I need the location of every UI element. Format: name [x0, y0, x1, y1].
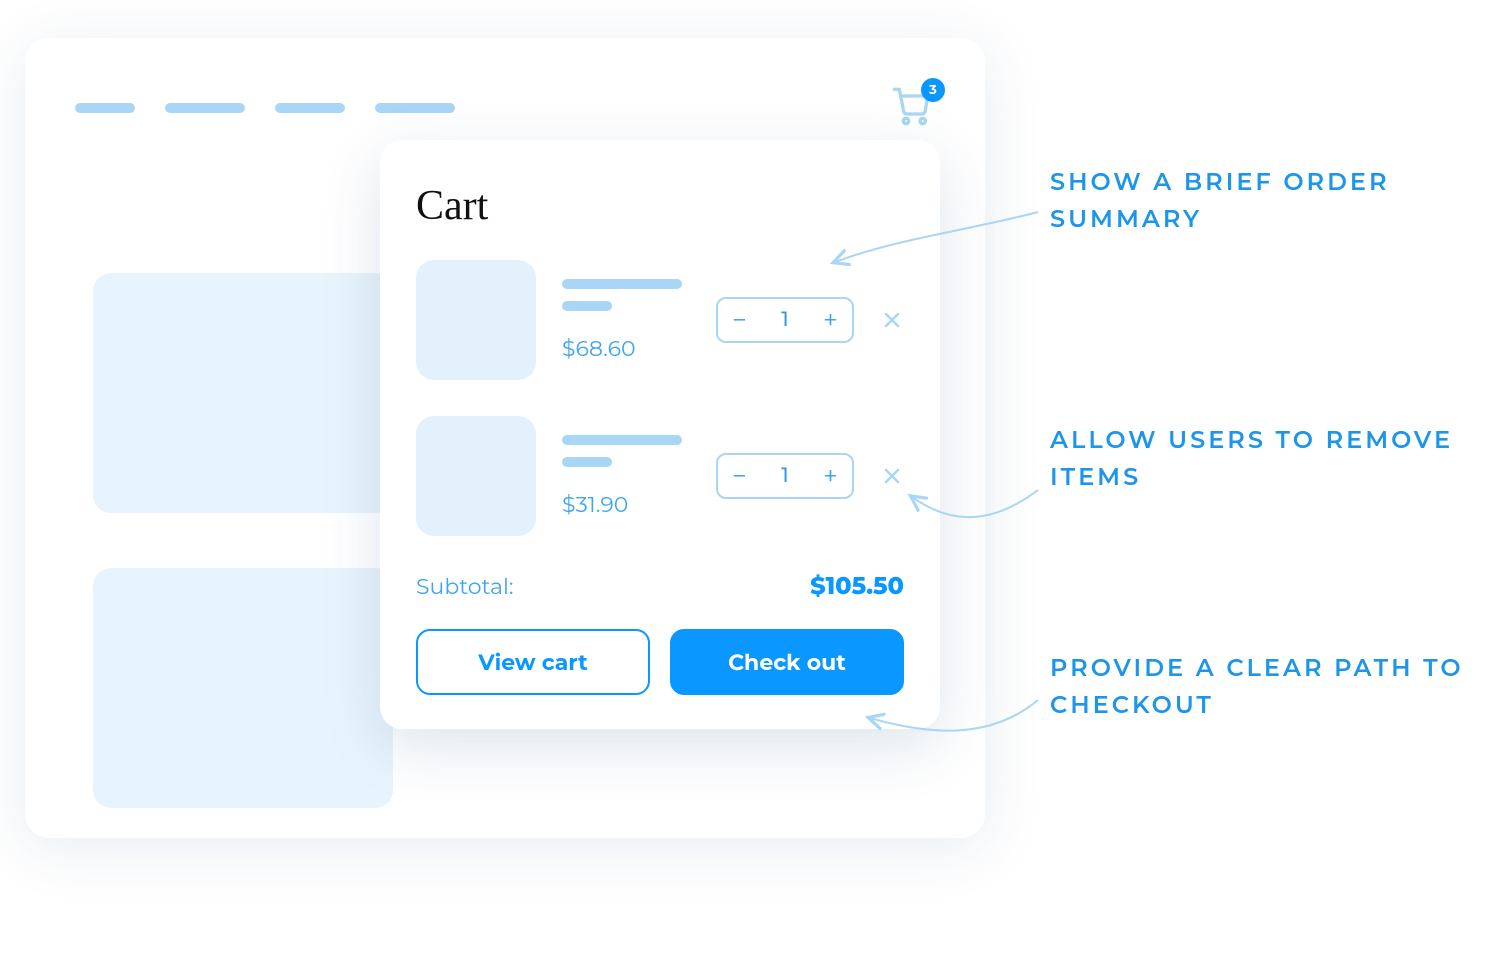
annotation-checkout: PROVIDE A CLEAR PATH TO CHECKOUT — [1050, 650, 1470, 724]
item-meta: $68.60 — [562, 279, 690, 362]
subtotal-row: Subtotal: $105.50 — [416, 572, 904, 601]
item-name-placeholder — [562, 435, 682, 445]
nav-bar: 3 — [75, 86, 935, 130]
quantity-stepper[interactable]: − 1 + — [716, 297, 854, 343]
quantity-value: 1 — [781, 464, 788, 488]
subtotal-value: $105.50 — [810, 572, 904, 601]
item-meta: $31.90 — [562, 435, 690, 518]
annotation-summary: SHOW A BRIEF ORDER SUMMARY — [1050, 164, 1470, 238]
cart-item: $31.90 − 1 + — [416, 416, 904, 536]
diagram-stage: 3 Cart $68.60 − 1 + — [0, 0, 1500, 960]
cart-actions: View cart Check out — [416, 629, 904, 695]
view-cart-button[interactable]: View cart — [416, 629, 650, 695]
close-icon — [884, 463, 900, 490]
remove-item-button[interactable] — [880, 308, 904, 332]
cart-popover: Cart $68.60 − 1 + — [380, 140, 940, 729]
content-placeholder — [93, 273, 393, 513]
cart-item: $68.60 − 1 + — [416, 260, 904, 380]
button-label: View cart — [478, 649, 587, 676]
item-name-placeholder — [562, 279, 682, 289]
cart-title: Cart — [416, 182, 904, 230]
item-variant-placeholder — [562, 301, 612, 311]
nav-item-placeholder[interactable] — [375, 103, 455, 113]
item-price: $68.60 — [562, 335, 690, 362]
nav-item-placeholder[interactable] — [165, 103, 245, 113]
cart-badge: 3 — [921, 78, 945, 102]
increment-button[interactable]: + — [823, 463, 838, 489]
item-thumbnail[interactable] — [416, 260, 536, 380]
decrement-button[interactable]: − — [732, 307, 747, 333]
content-placeholder — [93, 568, 393, 808]
item-price: $31.90 — [562, 491, 690, 518]
cart-button[interactable]: 3 — [891, 86, 935, 130]
checkout-button[interactable]: Check out — [670, 629, 904, 695]
item-variant-placeholder — [562, 457, 612, 467]
quantity-value: 1 — [781, 308, 788, 332]
nav-item-placeholder[interactable] — [75, 103, 135, 113]
nav-item-placeholder[interactable] — [275, 103, 345, 113]
decrement-button[interactable]: − — [732, 463, 747, 489]
remove-item-button[interactable] — [880, 464, 904, 488]
item-thumbnail[interactable] — [416, 416, 536, 536]
close-icon — [884, 307, 900, 334]
annotation-remove: ALLOW USERS TO REMOVE ITEMS — [1050, 422, 1470, 496]
quantity-stepper[interactable]: − 1 + — [716, 453, 854, 499]
button-label: Check out — [728, 649, 846, 676]
increment-button[interactable]: + — [823, 307, 838, 333]
subtotal-label: Subtotal: — [416, 573, 514, 600]
cart-icon — [891, 112, 931, 131]
